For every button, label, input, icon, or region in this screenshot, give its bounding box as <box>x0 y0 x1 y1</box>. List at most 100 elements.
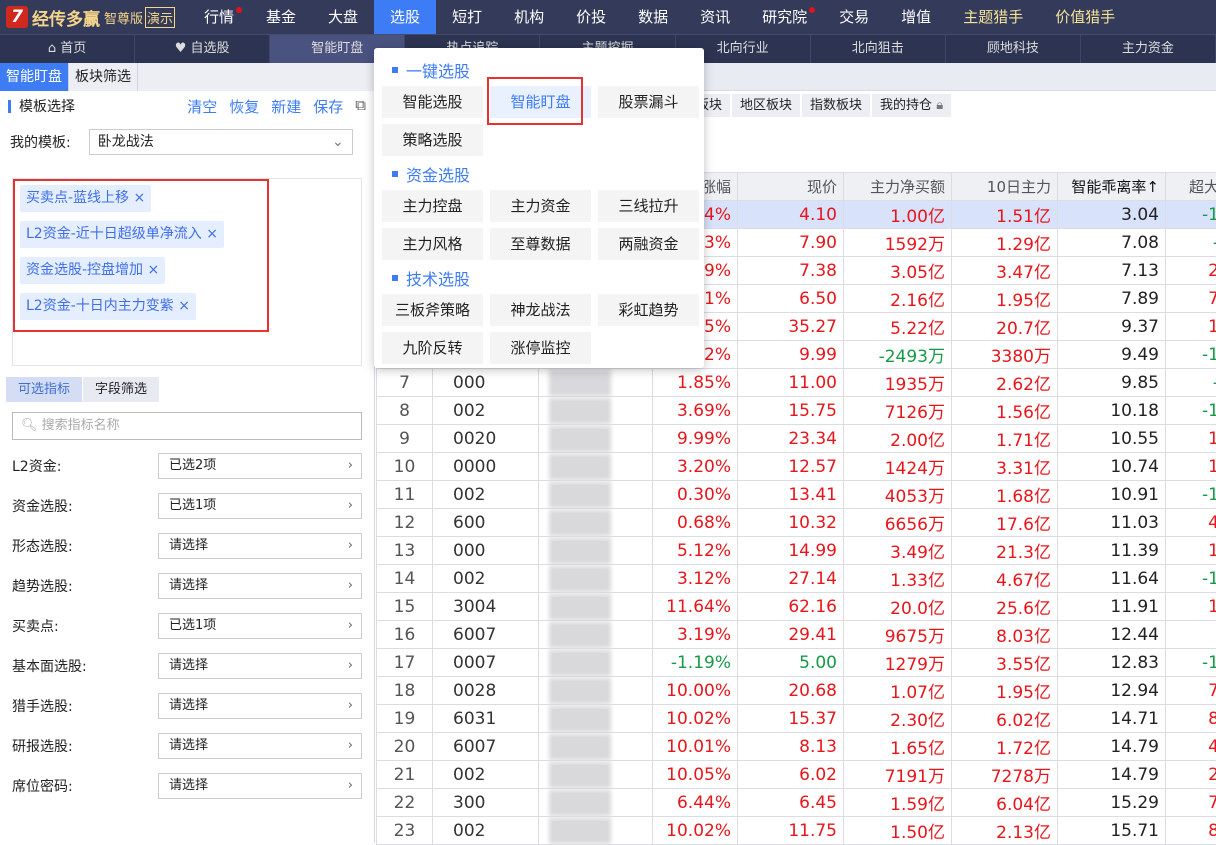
tab-region-sector[interactable]: 地区板块 <box>732 94 800 117</box>
nav-item[interactable]: 大盘 <box>312 0 374 34</box>
column-header[interactable]: 智能乖离率↑ <box>1058 173 1166 201</box>
new-button[interactable]: 新建 <box>271 96 301 117</box>
restore-button[interactable]: 恢复 <box>229 96 259 117</box>
clear-button[interactable]: 清空 <box>187 96 217 117</box>
nav-item[interactable]: 选股 <box>374 0 436 34</box>
stock-name <box>539 537 653 565</box>
indicator-search-input[interactable]: 🔍︎ 搜索指标名称 <box>12 412 362 440</box>
filter-select[interactable]: 请选择› <box>158 693 362 719</box>
close-icon[interactable]: × <box>129 190 145 206</box>
save-button[interactable]: 保存 <box>313 96 343 117</box>
filter-select[interactable]: 请选择› <box>158 773 362 799</box>
nav-item[interactable]: 价值猎手 <box>1039 0 1131 34</box>
menu-item[interactable]: 主力控盘 <box>382 190 483 222</box>
menu-item[interactable]: 两融资金 <box>598 228 699 260</box>
main-10d: 4.67亿 <box>952 565 1058 593</box>
nav-item[interactable]: 增值 <box>885 0 947 34</box>
nav-item[interactable]: 价投 <box>560 0 622 34</box>
filter-select[interactable]: 已选1项› <box>158 493 362 519</box>
row-index: 8 <box>377 397 433 425</box>
tab-smart-monitor[interactable]: 智能盯盘 <box>0 63 69 91</box>
stock-name <box>539 705 653 733</box>
nav-item[interactable]: 交易 <box>823 0 885 34</box>
filter-select[interactable]: 请选择› <box>158 573 362 599</box>
menu-item[interactable]: 三线拉升 <box>598 190 699 222</box>
subnav-tab[interactable]: ♥ 自选股 <box>135 35 270 63</box>
tab-field-filter[interactable]: 字段筛选 <box>83 377 159 402</box>
menu-item[interactable]: 九阶反转 <box>382 332 483 364</box>
nav-item[interactable]: 研究院 <box>746 0 823 34</box>
close-icon[interactable]: × <box>174 298 190 314</box>
filter-select[interactable]: 请选择› <box>158 533 362 559</box>
menu-item[interactable]: 主力资金 <box>490 190 591 222</box>
column-header[interactable]: 主力净买额 <box>844 173 952 201</box>
menu-item[interactable]: 策略选股 <box>382 124 483 156</box>
nav-item[interactable]: 数据 <box>622 0 684 34</box>
deviation-rate: 15.29 <box>1058 789 1166 817</box>
menu-item[interactable]: 智能选股 <box>382 86 483 118</box>
menu-item[interactable]: 至尊数据 <box>490 228 591 260</box>
tab-sector-filter[interactable]: 板块筛选 <box>69 63 138 91</box>
filter-select[interactable]: 已选2项› <box>158 453 362 479</box>
filter-row: 买卖点:已选1项› <box>12 613 362 639</box>
column-header[interactable]: 现价 <box>738 173 844 201</box>
nav-item[interactable]: 基金 <box>250 0 312 34</box>
menu-item[interactable]: 彩虹趋势 <box>598 294 699 326</box>
tab-my-holdings[interactable]: 我的持仓 🔒︎ <box>872 94 951 117</box>
filter-label: 资金选股: <box>12 496 73 516</box>
nav-item[interactable]: 行情 <box>188 0 250 34</box>
column-header[interactable]: 10日主力 <box>952 173 1058 201</box>
column-header[interactable]: 超大 <box>1166 173 1216 201</box>
template-select[interactable]: 卧龙战法⌄ <box>89 129 353 155</box>
close-icon[interactable]: × <box>202 226 218 242</box>
chevron-right-icon: › <box>348 534 353 558</box>
menu-item[interactable]: 涨停监控 <box>490 332 591 364</box>
close-icon[interactable]: × <box>143 262 159 278</box>
filter-row: 基本面选股:请选择› <box>12 653 362 679</box>
menu-item[interactable]: 三板斧策略 <box>382 294 483 326</box>
subnav-tab[interactable]: 北向狙击 <box>811 35 946 63</box>
nav-item[interactable]: 机构 <box>498 0 560 34</box>
nav-item[interactable]: 资讯 <box>684 0 746 34</box>
tab-index-sector[interactable]: 指数板块 <box>802 94 870 117</box>
copy-icon[interactable]: ⧉ <box>355 96 366 117</box>
tab-available-indicators[interactable]: 可选指标 <box>6 377 82 402</box>
nav-item[interactable]: 主题猎手 <box>947 0 1039 34</box>
filter-select[interactable]: 请选择› <box>158 653 362 679</box>
subnav-tab[interactable]: 主力资金 <box>1081 35 1216 63</box>
deviation-rate: 11.03 <box>1058 509 1166 537</box>
blurred-name <box>549 482 611 508</box>
nav-item[interactable]: 短打 <box>436 0 498 34</box>
main-10d: 2.62亿 <box>952 369 1058 397</box>
subnav-tab[interactable]: 顾地科技 <box>946 35 1081 63</box>
demo-badge[interactable]: 演示 <box>145 7 175 28</box>
menu-item[interactable]: 股票漏斗 <box>598 86 699 118</box>
subnav-tab[interactable]: ⌂ 首页 <box>0 35 135 63</box>
price: 14.99 <box>738 537 844 565</box>
filter-select[interactable]: 请选择› <box>158 733 362 759</box>
nav-item-label: 数据 <box>638 8 668 26</box>
deviation-rate: 7.13 <box>1058 257 1166 285</box>
filter-select[interactable]: 已选1项› <box>158 613 362 639</box>
menu-item[interactable]: 智能盯盘 <box>490 86 591 118</box>
nav-item-label: 短打 <box>452 8 482 26</box>
menu-item[interactable]: 神龙战法 <box>490 294 591 326</box>
menu-item[interactable]: 主力风格 <box>382 228 483 260</box>
